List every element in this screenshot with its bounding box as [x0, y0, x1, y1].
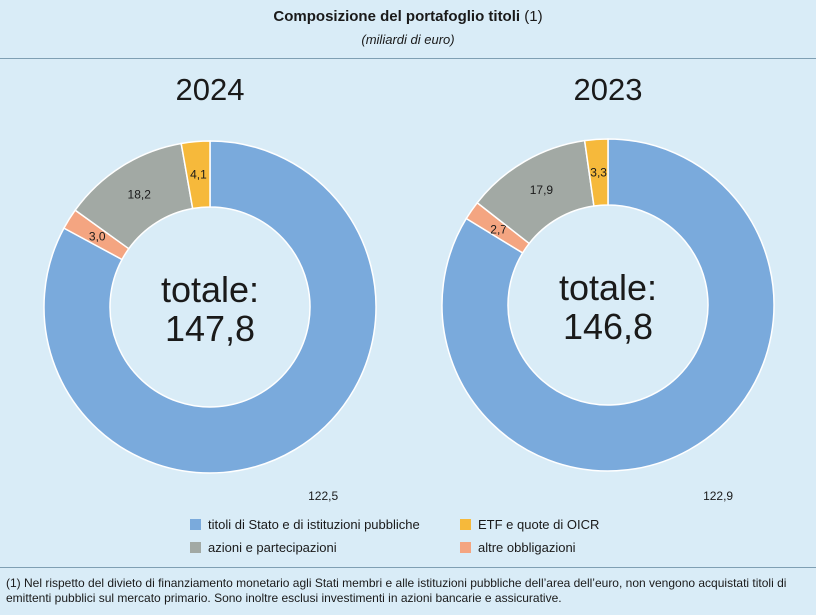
data-label: 122,9: [703, 489, 733, 503]
data-label: 122,5: [308, 489, 338, 503]
chart-subtitle: (miliardi di euro): [361, 32, 455, 47]
donut-chart-2024: 122,5 3,0 18,2 4,1 2024 totale:147,8: [43, 72, 377, 503]
total-value: 146,8: [563, 306, 653, 347]
total-value: 147,8: [165, 308, 255, 349]
data-label: 2,7: [490, 222, 507, 236]
donut-slice: [180, 140, 211, 210]
donut-slice: [43, 140, 377, 474]
footnote: (1) Nel rispetto del divieto di finanzia…: [6, 576, 787, 605]
total-label: totale:: [161, 269, 259, 310]
data-label: 4,1: [190, 168, 207, 182]
footnote-divider: [0, 567, 816, 568]
data-label: 17,9: [530, 183, 554, 197]
donut-chart-2023: 122,9 2,7 17,9 3,3 2023 totale:146,8: [441, 72, 775, 503]
donut-slice: [583, 138, 609, 207]
header-divider: [0, 58, 816, 59]
data-label: 18,2: [128, 187, 152, 201]
total-label: totale:: [559, 267, 657, 308]
chart-header: Composizione del portafoglio titoli (1) …: [0, 0, 816, 58]
data-label: 3,3: [590, 165, 607, 179]
chart-title-text: Composizione del portafoglio titoli: [273, 8, 521, 25]
chart-year-title: 2023: [574, 72, 643, 107]
data-label: 3,0: [89, 229, 106, 243]
chart-year-title: 2024: [176, 72, 245, 107]
donut-slice: [441, 138, 775, 472]
chart-title: Composizione del portafoglio titoli (1): [0, 8, 816, 25]
title-footnote-ref: (1): [524, 8, 543, 25]
